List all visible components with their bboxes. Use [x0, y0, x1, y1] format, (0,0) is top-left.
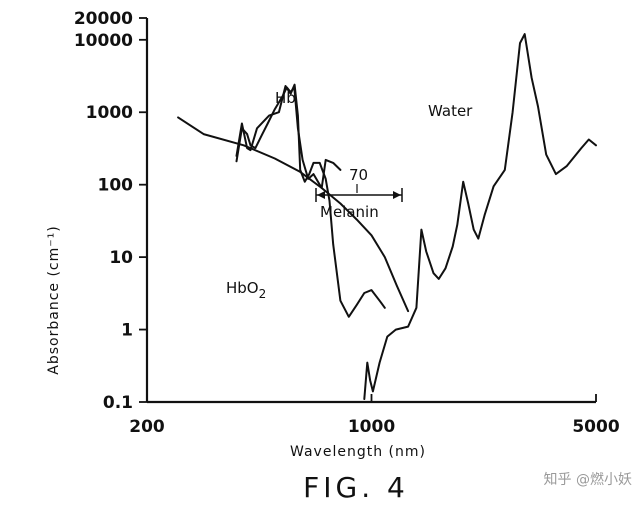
label-water: Water	[428, 102, 473, 120]
series-hbo2-line	[235, 83, 386, 318]
label-hbo2: HbO2	[226, 279, 266, 301]
y-tick-label: 10000	[74, 31, 133, 51]
y-tick-label: 0.1	[103, 393, 133, 413]
label-span-value: 70	[349, 166, 368, 184]
label-hb: Hb	[275, 89, 296, 107]
y-tick-label: 1000	[86, 103, 133, 123]
y-tick-label: 10	[109, 248, 133, 268]
series-water-line	[363, 33, 597, 400]
curves	[177, 33, 597, 400]
x-tick-label: 5000	[572, 417, 619, 437]
label-hbo2-subscript: 2	[259, 287, 267, 301]
watermark: 知乎 @燃小妖	[544, 471, 632, 488]
label-melanin: Melanin	[320, 203, 379, 221]
span-arrow	[315, 184, 403, 202]
y-tick-label: 100	[98, 176, 134, 196]
y-tick-label: 20000	[74, 9, 133, 29]
y-axis-title: Absorbance (cm⁻¹)	[46, 225, 62, 374]
y-tick-label: 1	[121, 321, 133, 341]
x-tick-label: 1000	[348, 417, 395, 437]
x-axis-title: Wavelength (nm)	[290, 444, 426, 460]
annotations: Hb Water Melanin HbO2 70	[226, 89, 473, 301]
label-hbo2-prefix: HbO	[226, 279, 259, 297]
figure-caption: FIG. 4	[303, 471, 409, 504]
x-tick-label: 200	[129, 417, 165, 437]
